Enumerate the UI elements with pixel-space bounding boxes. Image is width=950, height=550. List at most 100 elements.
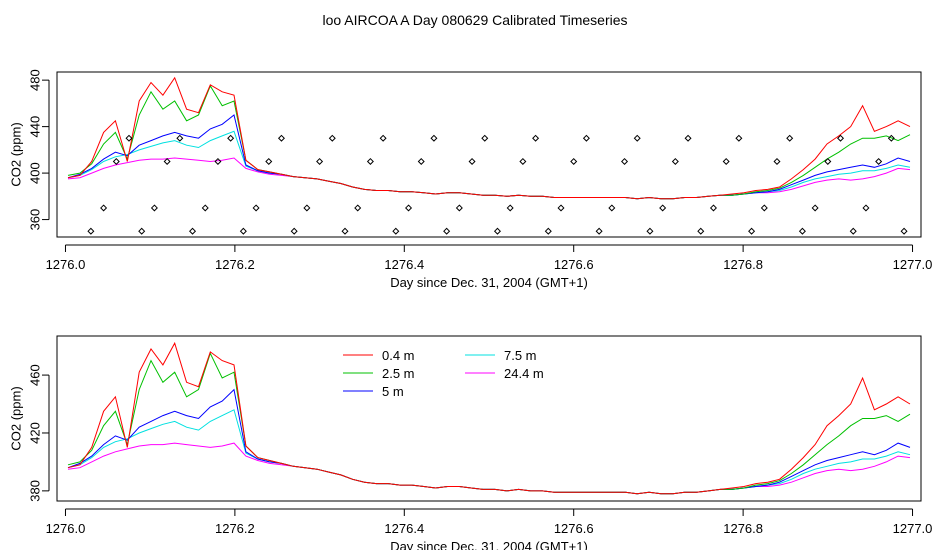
data-point: [811, 204, 819, 212]
data-point: [214, 157, 222, 165]
series-line-24-4-m: [67, 157, 911, 200]
y-tick-label: 380: [27, 480, 42, 502]
x-tick-label: 1276.6: [554, 257, 594, 272]
data-point: [189, 227, 197, 235]
x-tick-label: 1277.0: [893, 521, 933, 536]
data-point: [405, 204, 413, 212]
data-point: [227, 134, 235, 142]
data-point: [824, 157, 832, 165]
data-point: [163, 157, 171, 165]
legend-label: 0.4 m: [382, 348, 415, 363]
series-line-7-5-m: [67, 409, 911, 495]
data-point: [328, 134, 336, 142]
data-point: [595, 227, 603, 235]
y-tick-label: 460: [27, 364, 42, 386]
x-tick-label: 1276.2: [215, 521, 255, 536]
data-point: [354, 204, 362, 212]
x-tick-label: 1277.0: [893, 257, 933, 272]
data-point: [748, 227, 756, 235]
y-axis-label: CO2 (ppm): [8, 386, 23, 450]
data-point: [633, 134, 641, 142]
data-point: [582, 134, 590, 142]
data-point: [837, 134, 845, 142]
y-tick-label: 400: [27, 162, 42, 184]
legend-label: 2.5 m: [382, 366, 415, 381]
x-tick-label: 1276.0: [46, 521, 86, 536]
x-axis-label: Day since Dec. 31, 2004 (GMT+1): [390, 275, 588, 290]
x-tick-label: 1276.6: [554, 521, 594, 536]
y-tick-label: 360: [27, 209, 42, 231]
data-point: [125, 134, 133, 142]
top-panel: 1276.0 1276.2 1276.4 1276.6 1276.8 1277.0 Day …: [8, 69, 932, 290]
data-point: [265, 157, 273, 165]
data-point: [773, 157, 781, 165]
data-point: [646, 227, 654, 235]
data-point: [481, 134, 489, 142]
data-point: [277, 134, 285, 142]
data-point: [252, 204, 260, 212]
data-point: [735, 134, 743, 142]
data-point: [493, 227, 501, 235]
data-point: [87, 227, 95, 235]
data-point: [697, 227, 705, 235]
plot-frame: [56, 71, 922, 238]
legend-label: 24.4 m: [504, 366, 544, 381]
data-point: [430, 134, 438, 142]
y-tick-label: 440: [27, 116, 42, 138]
data-point: [392, 227, 400, 235]
data-point: [366, 157, 374, 165]
series-line-0-4-m: [67, 76, 911, 200]
data-point: [887, 134, 895, 142]
data-point: [316, 157, 324, 165]
data-point: [671, 157, 679, 165]
data-point: [608, 204, 616, 212]
x-axis-label: Day since Dec. 31, 2004 (GMT+1): [390, 539, 588, 550]
data-point: [290, 227, 298, 235]
data-point: [303, 204, 311, 212]
plot-frame: [56, 335, 922, 502]
data-point: [138, 227, 146, 235]
x-tick-label: 1276.0: [46, 257, 86, 272]
series-line-24-4-m: [67, 442, 911, 495]
data-point: [201, 204, 209, 212]
legend-label: 5 m: [382, 384, 404, 399]
x-tick-label: 1276.2: [215, 257, 255, 272]
chart-title: loo AIRCOA A Day 080629 Calibrated Times…: [322, 12, 627, 28]
x-tick-label: 1276.8: [723, 257, 763, 272]
x-tick-label: 1276.4: [384, 257, 424, 272]
series-line-2-5-m: [67, 84, 911, 200]
data-point: [455, 204, 463, 212]
data-point: [239, 227, 247, 235]
x-tick-label: 1276.4: [384, 521, 424, 536]
y-axis-label: CO2 (ppm): [8, 122, 23, 186]
data-point: [722, 157, 730, 165]
data-point: [519, 157, 527, 165]
data-point: [443, 227, 451, 235]
data-point: [176, 134, 184, 142]
series-line-7-5-m: [67, 130, 911, 200]
data-point: [150, 204, 158, 212]
series-line-2-5-m: [67, 352, 911, 495]
data-point: [849, 227, 857, 235]
legend-label: 7.5 m: [504, 348, 537, 363]
data-point: [875, 157, 883, 165]
data-point: [544, 227, 552, 235]
y-tick-label: 420: [27, 422, 42, 444]
series-line-0-4-m: [67, 341, 911, 495]
data-point: [684, 134, 692, 142]
data-point: [100, 204, 108, 212]
data-point: [532, 134, 540, 142]
data-point: [709, 204, 717, 212]
data-point: [570, 157, 578, 165]
data-point: [112, 157, 120, 165]
data-point: [341, 227, 349, 235]
data-point: [557, 204, 565, 212]
data-point: [798, 227, 806, 235]
data-point: [506, 204, 514, 212]
y-tick-label: 480: [27, 69, 42, 91]
data-point: [786, 134, 794, 142]
bottom-panel: 1276.0 1276.2 1276.4 1276.6 1276.8 1277.0 Day …: [8, 335, 933, 550]
data-point: [468, 157, 476, 165]
data-point: [760, 204, 768, 212]
